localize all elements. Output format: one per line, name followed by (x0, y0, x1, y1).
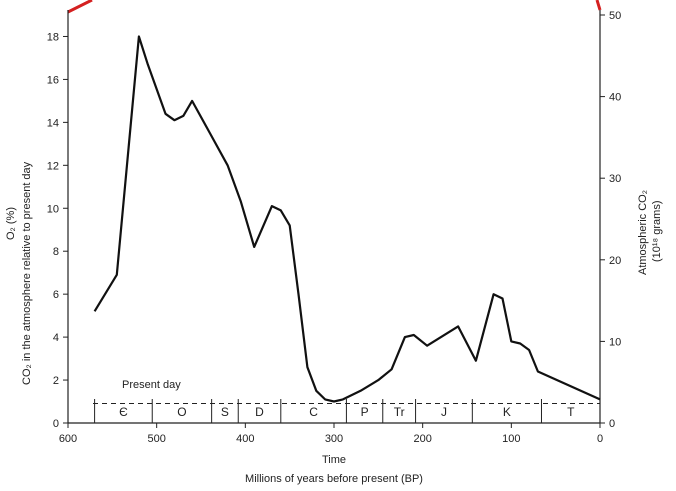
x-axis-title: Millions of years before present (BP) (245, 473, 423, 485)
present-day-label: Present day (122, 379, 181, 391)
period-label: P (361, 405, 369, 419)
y-left-tick-label: 18 (47, 31, 59, 43)
y-left-tick-label: 14 (47, 117, 59, 129)
y-right-tick-label: 0 (609, 418, 615, 430)
y-left-tick-label: 10 (47, 203, 59, 215)
y-right-tick-label: 50 (609, 10, 621, 22)
y-right-tick-label: 40 (609, 92, 621, 104)
y-left-axis-title-prefix: O₂ (%) (5, 207, 17, 240)
x-tick-label: 400 (236, 433, 254, 445)
y-left-axis-title-main: CO₂ in the atmosphere relative to presen… (21, 161, 33, 385)
period-label: C (309, 405, 318, 419)
y-left-tick-label: 16 (47, 74, 59, 86)
y-right-tick-label: 20 (609, 255, 621, 267)
co2-series-line (93, 35, 601, 403)
x-tick-label: 200 (413, 433, 431, 445)
y-left-tick-label: 0 (53, 418, 59, 430)
y-right-axis-title: Atmospheric CO₂ (637, 190, 649, 275)
top-edge-red-stroke-left (67, 0, 93, 14)
x-axis-title-time: Time (322, 454, 346, 466)
x-tick-label: 300 (325, 433, 343, 445)
period-label: S (221, 405, 229, 419)
x-tick-label: 100 (502, 433, 520, 445)
period-label: K (503, 405, 511, 419)
y-right-axis-units: (10¹⁸ grams) (651, 201, 663, 262)
y-left-tick-label: 12 (47, 160, 59, 172)
y-left-tick-label: 4 (53, 332, 59, 344)
period-label: Tr (394, 405, 405, 419)
period-label: Є (119, 405, 128, 419)
y-left-tick-label: 6 (53, 289, 59, 301)
x-tick-label: 500 (147, 433, 165, 445)
geologic-periods: Є O S D C P Tr J K T (94, 399, 575, 423)
y-right-tick-label: 30 (609, 173, 621, 185)
y-left-tick-label: 2 (53, 375, 59, 387)
y-right-tick-label: 10 (609, 336, 621, 348)
x-tick-label: 0 (597, 433, 603, 445)
y-left-tick-label: 8 (53, 246, 59, 258)
period-label: O (177, 405, 186, 419)
x-ticks: 600 500 400 300 200 100 0 (59, 423, 603, 445)
period-label: D (255, 405, 264, 419)
y-left-axis-title: O₂ (%) (5, 207, 17, 240)
x-tick-label: 600 (59, 433, 77, 445)
period-label: T (567, 405, 575, 419)
period-label: J (441, 405, 447, 419)
y-right-ticks: 0 10 20 30 40 50 (600, 10, 621, 430)
top-edge-red-stroke-right (595, 0, 602, 11)
y-left-ticks: 0 2 4 6 8 10 12 14 16 18 (47, 31, 68, 430)
